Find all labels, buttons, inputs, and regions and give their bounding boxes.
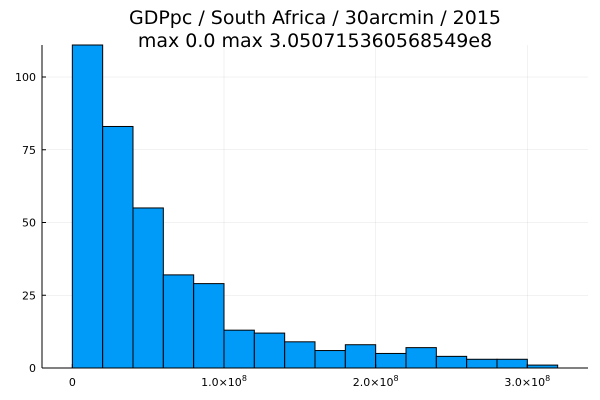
histogram-bar	[496, 358, 528, 369]
histogram-bar	[435, 355, 468, 369]
y-tick-label: 25	[22, 289, 36, 302]
x-tick-label: 0	[69, 376, 76, 389]
axes	[41, 45, 588, 369]
histogram-bar	[344, 344, 377, 369]
y-tick-label: 50	[22, 217, 36, 230]
histogram-bar	[223, 329, 255, 369]
x-tick-label: 1.0×108	[201, 374, 247, 389]
histogram-bar	[314, 350, 346, 369]
y-tick-label: 100	[15, 71, 36, 84]
chart-title: GDPpc / South Africa / 30arcmin / 2015	[129, 7, 501, 29]
histogram-bar	[375, 352, 407, 369]
x-tick-label: 2.0×108	[353, 374, 399, 389]
x-tick-label: 3.0×108	[504, 374, 550, 389]
histogram-bar	[253, 332, 286, 369]
histogram-bar	[284, 341, 316, 369]
histogram-bar	[405, 347, 437, 369]
y-tick-label: 75	[22, 144, 36, 157]
histogram-bar	[71, 44, 104, 369]
histogram-bar	[466, 358, 498, 369]
bars	[71, 44, 559, 369]
chart-subtitle: max 0.0 max 3.050715360568549e8	[138, 30, 492, 52]
y-tick-label: 0	[29, 362, 36, 375]
tick-labels: 0 25 50 75 100 0 1.0×108 2.0×108 3.0×108	[15, 71, 550, 389]
histogram-bar	[193, 283, 225, 369]
histogram-bar	[162, 274, 195, 369]
histogram-bar	[102, 125, 134, 369]
histogram-bar	[132, 207, 164, 369]
